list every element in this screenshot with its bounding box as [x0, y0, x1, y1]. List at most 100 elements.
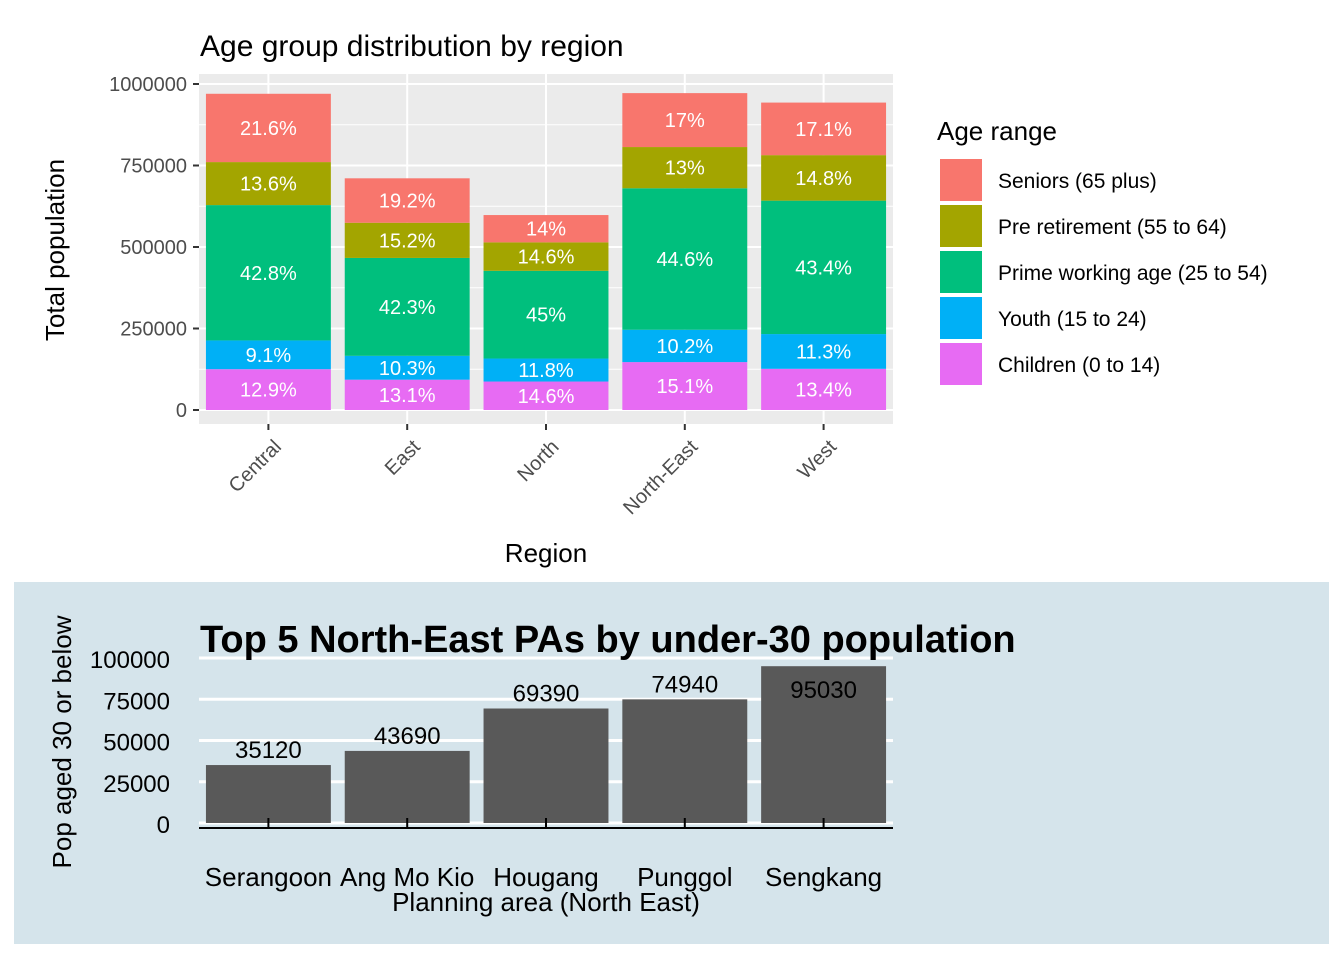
stacked-bar-segment [205, 205, 331, 341]
stacked-bar-segment [761, 155, 887, 201]
segment-label: 43.4% [795, 257, 852, 279]
y-tick-label: 0 [157, 812, 170, 839]
bar-value-label: 43690 [374, 723, 441, 750]
segment-label: 42.3% [379, 297, 436, 319]
bar-value-label: 35120 [235, 737, 302, 764]
bar-value-label: 95030 [790, 677, 857, 704]
stacked-bar-segment [344, 178, 470, 223]
legend-label: Prime working age (25 to 54) [998, 262, 1268, 285]
segment-label: 11.8% [518, 360, 573, 382]
legend-label: Pre retirement (55 to 64) [998, 216, 1227, 239]
stacked-bar-segment [344, 222, 470, 258]
stacked-bar-segment [761, 102, 887, 156]
x-tick-label: East [381, 436, 425, 480]
x-tick-label: North-East [619, 436, 702, 519]
stacked-bar-segment [483, 270, 609, 359]
legend-label: Seniors (65 plus) [998, 170, 1157, 193]
chart2-title: Top 5 North-East PAs by under-30 populat… [200, 619, 1016, 661]
bar-value-label: 74940 [651, 671, 718, 698]
chart1-x-ticks: Central East North North-East West [225, 424, 842, 519]
segment-label: 14.8% [795, 168, 852, 190]
chart1-x-axis-label: Region [505, 538, 587, 568]
segment-label: 11.3% [796, 341, 851, 363]
x-tick-label: Central [225, 436, 286, 497]
stacked-bar-segment [205, 340, 331, 370]
legend-title: Age range [937, 116, 1057, 146]
segment-label: 13% [665, 158, 705, 180]
segment-label: 14% [526, 219, 566, 241]
segment-label: 10.2% [656, 336, 713, 358]
chart1-title: Age group distribution by region [200, 30, 624, 63]
segment-label: 17.1% [795, 119, 852, 141]
bar-value-label: 69390 [513, 681, 580, 708]
y-tick-label: 750000 [120, 156, 187, 178]
x-tick-label: West [794, 436, 842, 484]
x-tick-label: Ang Mo Kio [340, 862, 474, 892]
legend-label: Children (0 to 14) [998, 354, 1160, 377]
bar [344, 750, 470, 823]
stacked-bar-segment [622, 93, 748, 148]
x-tick-label: Serangoon [205, 862, 332, 892]
legend-key [938, 249, 984, 295]
under30-chart: 35120 43690 69390 74940 95030 0 25000 50000 750… [14, 582, 1329, 944]
segment-label: 14.6% [518, 386, 575, 408]
stacked-bar-segment [483, 242, 609, 271]
segment-label: 19.2% [379, 191, 436, 213]
bar [761, 666, 887, 823]
chart1-bars: 12.9% 9.1% 42.8% 13.6% 21.6% 13.1% 10.3% 42.3% 1… [205, 93, 887, 410]
x-tick-label: Punggol [637, 862, 732, 892]
legend-key [938, 295, 984, 341]
x-tick-label: Sengkang [765, 862, 882, 892]
legend-key [938, 341, 984, 387]
stacked-bar-segment [344, 355, 470, 380]
stacked-bar-segment [622, 188, 748, 330]
y-tick-label: 0 [176, 400, 187, 422]
x-tick-label: Hougang [493, 862, 599, 892]
bar [622, 699, 748, 823]
age-distribution-chart: Age group distribution by region 12.9% 9.… [40, 30, 1268, 568]
y-tick-label: 100000 [90, 647, 170, 674]
segment-label: 10.3% [379, 358, 436, 380]
chart1-y-ticks: 0 250000 500000 750000 1000000 [109, 74, 199, 422]
y-tick-label: 250000 [120, 319, 187, 341]
segment-label: 42.8% [240, 263, 297, 285]
chart2-x-axis-label: Planning area (North East) [392, 887, 700, 917]
bar [205, 765, 331, 823]
stacked-bar-segment [761, 200, 887, 335]
stacked-bar-segment [483, 381, 609, 410]
segment-label: 14.6% [518, 247, 575, 269]
chart2-x-ticks: Serangoon Ang Mo Kio Hougang Punggol Sengkan… [205, 818, 882, 892]
bar [483, 708, 609, 823]
x-tick-label: North [513, 436, 563, 486]
segment-label: 15.1% [656, 376, 713, 398]
segment-label: 45% [526, 305, 566, 327]
chart2-y-ticks: 0 25000 50000 75000 100000 [90, 647, 170, 839]
legend-key [938, 203, 984, 249]
chart2-bars: 35120 43690 69390 74940 95030 [205, 666, 887, 823]
segment-label: 12.9% [240, 380, 297, 402]
stacked-bar-segment [483, 215, 609, 243]
stacked-bar-segment [761, 368, 887, 410]
segment-label: 9.1% [246, 345, 292, 367]
segment-label: 13.4% [795, 379, 852, 401]
y-tick-label: 50000 [103, 730, 170, 757]
stacked-bar-segment [622, 362, 748, 410]
chart1-legend: Age range Seniors (65 plus) Pre retiremen… [937, 116, 1268, 387]
stacked-bar-segment [483, 358, 609, 382]
segment-label: 13.6% [240, 174, 297, 196]
stacked-bar-segment [622, 147, 748, 189]
segment-label: 44.6% [656, 249, 713, 271]
y-tick-label: 75000 [103, 688, 170, 715]
stacked-bar-segment [622, 329, 748, 363]
segment-label: 15.2% [379, 230, 436, 252]
y-tick-label: 1000000 [109, 74, 187, 96]
stacked-bar-segment [344, 379, 470, 410]
segment-label: 13.1% [379, 385, 436, 407]
stacked-bar-segment [761, 334, 887, 369]
stacked-bar-segment [344, 257, 470, 356]
chart2-y-axis-label: Pop aged 30 or below [47, 615, 77, 868]
legend-label: Youth (15 to 24) [998, 308, 1147, 331]
chart1-y-axis-label: Total population [40, 159, 70, 341]
legend-key [938, 157, 984, 203]
y-tick-label: 500000 [120, 237, 187, 259]
